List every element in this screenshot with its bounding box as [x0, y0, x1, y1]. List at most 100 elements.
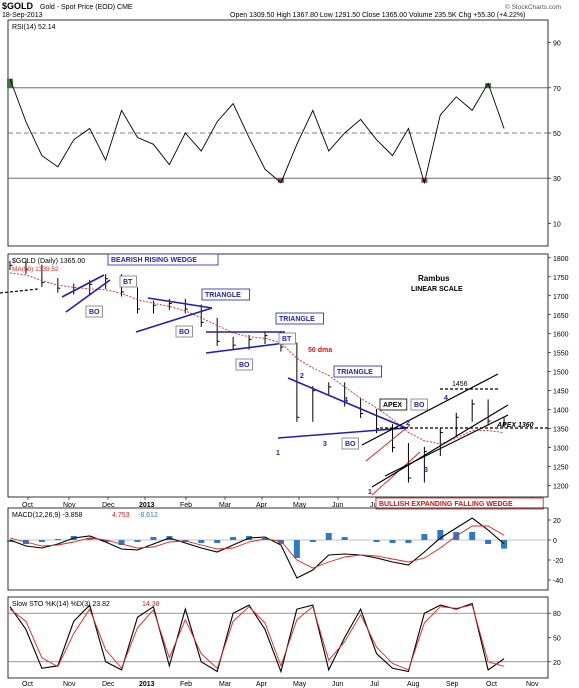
macd-hist-bar — [469, 532, 476, 540]
wedge2-upper-line — [365, 424, 411, 462]
price-xtick-label: Feb — [180, 502, 192, 509]
macd-hist-bar — [118, 540, 125, 545]
sto-legend: Slow STO %K(14) %D(3) 23.82 — [12, 601, 110, 608]
macd-ytick-label: 0 — [553, 538, 557, 545]
macd-hist-bar — [309, 540, 316, 542]
wedge2-lower-line — [371, 451, 421, 496]
bottom-xtick-label: Oct — [22, 681, 33, 688]
channel-upper-line — [361, 373, 499, 446]
bottom-xtick-label: Feb — [180, 681, 192, 688]
label-bt-2: BT — [282, 336, 292, 343]
price-legend: $GOLD (Daily) 1365.00 — [12, 258, 85, 265]
price-ytick-label: 1550 — [553, 351, 569, 358]
bottom-xtick-label: Apr — [256, 681, 268, 688]
macd-signal-line — [9, 525, 505, 569]
bottom-xtick-label: Jul — [370, 681, 379, 688]
sto-frame — [7, 596, 549, 679]
macd-hist-bar — [86, 538, 93, 540]
rsi-ytick-label: 90 — [553, 41, 561, 48]
label-bo-2: BO — [179, 329, 190, 336]
price-ytick-label: 1450 — [553, 389, 569, 396]
macd-hist-bar — [373, 540, 380, 542]
price-xtick-label: Jun — [332, 502, 343, 509]
label-triangle-2: TRIANGLE — [279, 316, 315, 323]
bottom-xtick-label: Jun — [332, 681, 343, 688]
label-bo-5-box — [410, 398, 428, 411]
header-ohlc: Open 1309.50 High 1367.80 Low 1291.50 Cl… — [230, 12, 525, 19]
price-xtick-label: Apr — [256, 502, 268, 509]
rsi-overbought-fill — [7, 78, 13, 88]
macd-hist-bar — [214, 540, 221, 543]
macd-hist-bar — [389, 540, 396, 543]
macd-hist-bar — [54, 539, 61, 540]
label-bullish-expanding-falling-wedge-box — [375, 497, 544, 510]
macd-hist-bar — [198, 540, 205, 543]
macd-hist-legend: -8.612 — [138, 512, 158, 519]
wave-label-2a: 2 — [300, 373, 304, 380]
channel-mid-line — [384, 414, 509, 477]
price-ytick-label: 1600 — [553, 332, 569, 339]
macd-hist-bar — [421, 534, 428, 540]
rsi-line — [9, 78, 505, 185]
label-bt-1-box — [119, 275, 137, 288]
label-apex-1360: APEX 1360 — [496, 422, 534, 429]
triangle2-lower-line — [205, 342, 286, 354]
price-ytick-label: 1700 — [553, 294, 569, 301]
sto-d-line — [9, 604, 505, 671]
price-ytick-label: 1500 — [553, 370, 569, 377]
sto-d-legend: 14.38 — [142, 601, 160, 608]
bottom-xtick-label: Oct — [486, 681, 497, 688]
label-bo-3-box — [235, 358, 253, 371]
bottom-xtick-label: May — [293, 681, 307, 688]
channel-lower-line — [371, 404, 509, 488]
price-xtick-label: Mar — [219, 502, 232, 509]
rsi-legend: RSI(14) 52.14 — [12, 24, 56, 31]
price-ytick-label: 1200 — [553, 484, 569, 491]
sto-ytick-label: 80 — [553, 611, 561, 618]
macd-hist-bar — [485, 540, 492, 544]
ma50-legend: MA(50) 1339.52 — [12, 266, 59, 273]
rsi-ytick-label: 50 — [553, 131, 561, 138]
price-ytick-label: 1250 — [553, 465, 569, 472]
price-xtick-label: May — [293, 502, 307, 509]
macd-signal-legend: 4.753 — [112, 512, 130, 519]
wave-label-3b: 3 — [424, 467, 428, 474]
label-bo-1-box — [85, 305, 103, 318]
macd-hist-bar — [405, 540, 412, 543]
label-bearish-rising-wedge: BEARISH RISING WEDGE — [111, 257, 197, 264]
price-xtick-label: 2013 — [139, 502, 155, 509]
label-linear-scale: LINEAR SCALE — [411, 286, 463, 293]
price-ytick-label: 1400 — [553, 408, 569, 415]
label-bo-5: BO — [414, 402, 425, 409]
label-1456: 1456 — [452, 381, 468, 388]
label-triangle-1-box — [201, 288, 250, 301]
macd-hist-bar — [102, 540, 109, 542]
macd-ytick-label: -40 — [553, 578, 563, 585]
ma50-line — [9, 272, 505, 445]
sto-ytick-label: 20 — [553, 660, 561, 667]
price-ytick-label: 1650 — [553, 313, 569, 320]
wave-label-4a: 4 — [344, 397, 348, 404]
label-bo-2-box — [175, 325, 193, 338]
rsi-ytick-label: 10 — [553, 221, 561, 228]
macd-hist-bar — [293, 540, 300, 558]
rsi-oversold-fill — [421, 178, 428, 183]
rsi-oversold-fill — [277, 178, 284, 183]
wedge-upper-line — [61, 274, 105, 298]
wave-label-4b: 4 — [444, 395, 448, 402]
macd-hist-bar — [341, 537, 348, 540]
macd-hist-bar — [134, 540, 141, 542]
price-ytick-label: 1800 — [553, 256, 569, 263]
label-bo-3: BO — [239, 362, 250, 369]
macd-hist-bar — [7, 540, 13, 542]
label-bo-4: BO — [345, 441, 356, 448]
label-bullish-expanding-falling-wedge: BULLISH EXPANDING FALLING WEDGE — [379, 501, 513, 508]
macd-hist-bar — [150, 537, 157, 540]
bottom-xtick-label: Dec — [102, 681, 115, 688]
macd-frame — [7, 507, 549, 591]
rsi-overbought-fill — [485, 83, 492, 88]
macd-hist-bar — [437, 530, 444, 540]
rsi-ytick-label: 30 — [553, 176, 561, 183]
label-bearish-rising-wedge-box — [107, 253, 219, 266]
macd-hist-bar — [325, 533, 332, 540]
